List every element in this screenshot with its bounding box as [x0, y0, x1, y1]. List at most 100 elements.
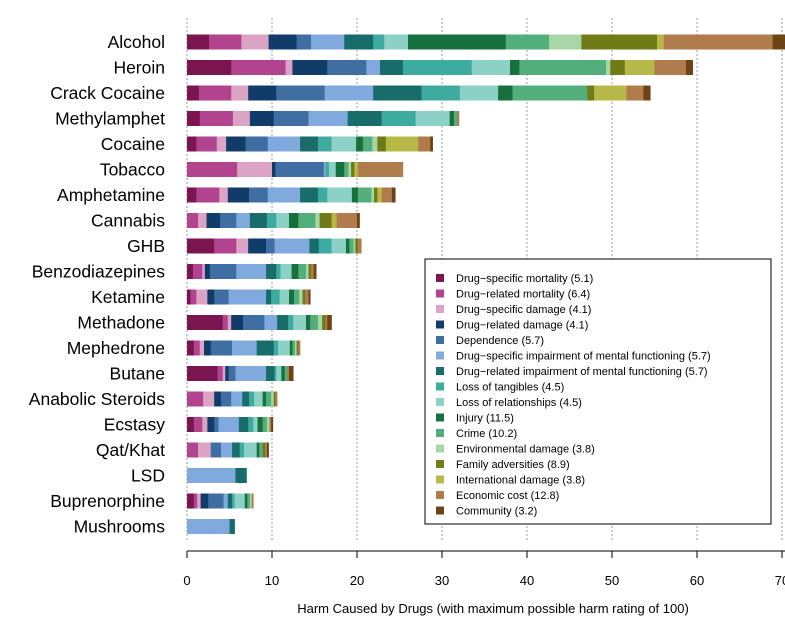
bar-segment	[294, 340, 297, 356]
bar-segment	[372, 136, 378, 152]
category-label: Mushrooms	[74, 517, 166, 537]
bar-segment	[256, 340, 274, 356]
bar-segment	[289, 289, 295, 305]
bar-segment	[219, 187, 229, 203]
bar-segment	[196, 136, 218, 152]
bar-segment	[196, 187, 220, 203]
bar-segment	[298, 213, 316, 228]
bar-segment	[505, 34, 550, 50]
bar-segment	[384, 34, 409, 50]
bar-segment	[238, 417, 249, 432]
bar-segment	[271, 289, 280, 305]
bar-segment	[385, 136, 419, 152]
category-label: Methylamphet	[55, 109, 165, 129]
bar-segment	[287, 366, 290, 381]
bar-segment	[331, 213, 337, 228]
bar-segment	[581, 34, 658, 50]
legend-swatch	[436, 413, 444, 422]
bar-segment	[418, 136, 431, 152]
bar-segment	[519, 60, 607, 75]
bar-segment	[256, 442, 260, 458]
bar-segment	[235, 366, 267, 381]
bar-segment	[266, 213, 277, 228]
bar-segment	[204, 264, 211, 279]
bar-segment	[471, 60, 511, 75]
bar-segment	[289, 213, 299, 228]
bar-segment	[187, 111, 201, 126]
bar-segment	[202, 417, 208, 432]
legend-entry: Community (3.2)	[456, 506, 537, 518]
bar-segment	[289, 340, 293, 356]
bar-segment	[187, 162, 238, 177]
x-tick-label: 30	[435, 573, 449, 588]
legend-swatch	[436, 305, 444, 313]
bar-segment	[306, 315, 311, 330]
bar-segment	[276, 366, 282, 381]
bar-segment	[421, 85, 461, 101]
bar-segment	[310, 315, 319, 330]
bar-segment	[318, 238, 332, 254]
legend-swatch	[436, 398, 444, 406]
bar-segment	[356, 136, 364, 152]
bar-segment	[277, 340, 291, 356]
bar-segment	[206, 213, 221, 228]
bar-segment	[357, 162, 404, 177]
bar-segment	[266, 391, 272, 407]
category-label: Anabolic Steroids	[29, 389, 165, 409]
bar-segment	[267, 136, 301, 152]
bar-segment	[317, 315, 323, 330]
bar-segment	[209, 34, 242, 50]
bar-segment	[280, 264, 292, 279]
bar-segment	[498, 85, 513, 101]
legend-swatch	[436, 367, 444, 375]
bar-segment	[331, 136, 357, 152]
x-tick-label: 40	[520, 573, 534, 588]
bar-segment	[315, 213, 320, 228]
legend-entry: Drug−related impairment of mental functi…	[456, 366, 708, 378]
bar-segment	[187, 442, 199, 458]
bar-segment	[379, 60, 404, 75]
bar-segment	[187, 187, 197, 203]
bar-segment	[362, 136, 373, 152]
bar-segment	[345, 238, 350, 254]
bar-segment	[274, 238, 310, 254]
bar-segment	[512, 85, 588, 101]
bar-segment	[227, 187, 250, 203]
bar-segment	[308, 111, 348, 126]
bar-segment	[243, 315, 265, 330]
bar-segment	[594, 85, 627, 101]
bar-segment	[549, 34, 582, 50]
bar-segment	[245, 136, 269, 152]
bar-segment	[236, 238, 249, 254]
bar-segment	[626, 85, 644, 101]
bar-segment	[415, 111, 450, 126]
bar-segment	[229, 519, 235, 534]
bar-segment	[232, 340, 257, 356]
bar-segment	[207, 289, 215, 305]
bar-segment	[402, 60, 473, 75]
bar-segment	[262, 391, 267, 407]
bar-segment	[654, 60, 687, 75]
bar-segment	[251, 493, 254, 509]
bar-segment	[187, 136, 197, 152]
category-label: Heroin	[113, 58, 165, 78]
bar-segment	[357, 187, 372, 203]
bar-segment	[289, 366, 294, 381]
bar-segment	[313, 264, 317, 279]
bar-segment	[231, 60, 286, 75]
bar-segment	[249, 111, 274, 126]
bar-segment	[193, 340, 201, 356]
bar-segment	[274, 366, 277, 381]
bar-segment	[265, 442, 268, 458]
bar-segment	[267, 187, 301, 203]
category-label: Methadone	[77, 313, 165, 333]
x-tick-label: 60	[690, 573, 704, 588]
bar-segment	[453, 111, 458, 126]
legend-swatch	[436, 320, 444, 329]
x-axis: 0 10 20 30 40 50 60 70	[183, 550, 785, 588]
legend-entry: Injury (11.5)	[456, 413, 514, 425]
bar-segment	[305, 289, 309, 305]
bar-segment	[275, 391, 278, 407]
bar-segment	[373, 34, 385, 50]
bar-segment	[268, 34, 297, 50]
